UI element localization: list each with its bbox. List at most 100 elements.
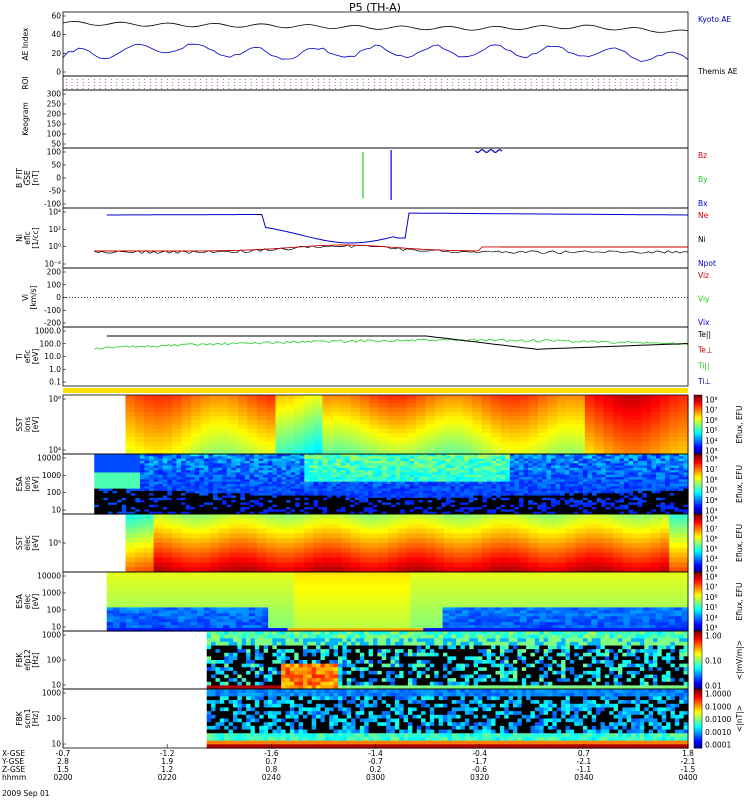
sst_i-cell	[350, 399, 361, 405]
esa_i-cell	[665, 477, 671, 480]
esa_i-cell	[596, 470, 602, 474]
sst_e-cell	[247, 557, 258, 563]
esa_i-cell	[322, 488, 328, 492]
esa_i-cell	[587, 463, 593, 467]
sst_i-cell	[575, 416, 586, 421]
esa_i-cell	[126, 477, 132, 480]
esa_i-cell	[468, 481, 474, 485]
esa_i-cell	[322, 477, 328, 480]
sst_i-cell	[641, 395, 652, 400]
esa_i-cell	[633, 493, 639, 497]
esa_i-cell	[532, 481, 538, 485]
esa_i-cell	[281, 463, 287, 467]
esa_i-cell	[149, 490, 155, 494]
esa_i-cell	[350, 488, 356, 492]
sst_e-cell	[463, 547, 473, 554]
esa_i-cell	[496, 490, 502, 494]
sst_e-cell	[313, 552, 323, 559]
sst_e-cell	[547, 562, 558, 568]
sst_i-cell	[491, 395, 502, 400]
sst_e-cell	[322, 533, 333, 539]
esa_i-cell	[637, 472, 643, 476]
esa_i-cell	[322, 467, 328, 471]
sst_i-cell	[678, 449, 689, 455]
esa_i-cell	[509, 484, 516, 487]
esa_i-cell	[678, 497, 685, 501]
sst_i-cell	[622, 407, 633, 413]
sst_i-cell	[284, 403, 295, 409]
esa_i-cell	[222, 497, 228, 501]
esa_i-cell	[231, 504, 237, 508]
sst_i-cell	[538, 428, 548, 434]
esa_i-cell	[286, 484, 292, 487]
sst_e-cell	[575, 518, 586, 525]
esa_i-cell	[656, 493, 662, 497]
esa_i-cell	[295, 486, 301, 490]
esa_i-cell	[646, 474, 653, 478]
esa_i-cell	[194, 477, 200, 480]
esa_i-cell	[185, 495, 191, 499]
sst_i-cell	[397, 420, 408, 426]
esa_i-cell	[190, 490, 196, 494]
esa_i-cell	[637, 484, 643, 487]
esa_i-cell	[240, 474, 246, 478]
esa_i-cell	[331, 497, 337, 501]
esa_i-cell	[523, 463, 529, 467]
esa_i-cell	[121, 497, 127, 501]
esa_i-cell	[290, 509, 296, 513]
esa_i-cell	[624, 472, 630, 476]
esa_i-cell	[404, 481, 410, 485]
esa_i-cell	[281, 509, 287, 513]
esa_i-cell	[464, 484, 470, 487]
esa_i-cell	[400, 504, 406, 508]
esa_i-cell	[519, 467, 525, 471]
sst_e-cell	[491, 538, 502, 544]
esa_i-cell	[167, 486, 173, 490]
esa_i-cell	[477, 465, 484, 469]
sst_i-cell	[584, 411, 595, 417]
sst_i-cell	[463, 428, 473, 434]
esa_i-cell	[276, 509, 283, 513]
esa_i-cell	[167, 470, 173, 474]
sst_e-cell	[181, 514, 192, 520]
esa_i-cell	[368, 497, 374, 501]
esa_i-cell	[327, 467, 333, 471]
esa_i-cell	[482, 490, 488, 494]
sst_i-cell	[209, 449, 220, 455]
sst_i-cell	[359, 399, 370, 405]
esa_i-cell	[299, 500, 305, 504]
esa_i-cell	[596, 500, 602, 504]
sst_e-cell	[622, 538, 633, 544]
esa_i-cell	[624, 456, 630, 460]
esa_i-cell	[98, 467, 104, 471]
sst_e-cell	[191, 533, 202, 539]
esa_i-cell	[496, 495, 502, 499]
esa_i-cell	[313, 479, 319, 483]
esa_i-cell	[624, 470, 630, 474]
esa_i-cell	[550, 484, 557, 487]
sst_e-cell	[125, 514, 136, 520]
sst_i-cell	[125, 399, 136, 405]
sst_e-cell	[369, 514, 380, 520]
sst_i-cell	[603, 437, 614, 442]
esa_i-cell	[596, 454, 602, 457]
sst_e-cell	[341, 543, 352, 549]
esa_i-cell	[582, 467, 589, 471]
esa_i-cell	[258, 477, 264, 480]
esa_i-cell	[592, 474, 598, 478]
esa_i-cell	[678, 472, 685, 476]
sst_i-cell	[575, 445, 586, 451]
esa_i-cell	[560, 486, 566, 490]
esa_i-cell	[637, 481, 643, 485]
esa_i-cell	[98, 463, 104, 467]
esa_i-cell	[605, 495, 611, 499]
sst_i-cell	[631, 395, 642, 400]
esa_i-cell	[244, 474, 251, 478]
esa_i-cell	[363, 454, 369, 457]
esa_i-cell	[582, 507, 589, 510]
sst_i-cell	[603, 449, 614, 455]
esa_i-cell	[605, 507, 611, 510]
esa_i-cell	[500, 477, 506, 480]
sst_e-cell	[350, 538, 361, 544]
sst_i-cell	[416, 399, 427, 405]
